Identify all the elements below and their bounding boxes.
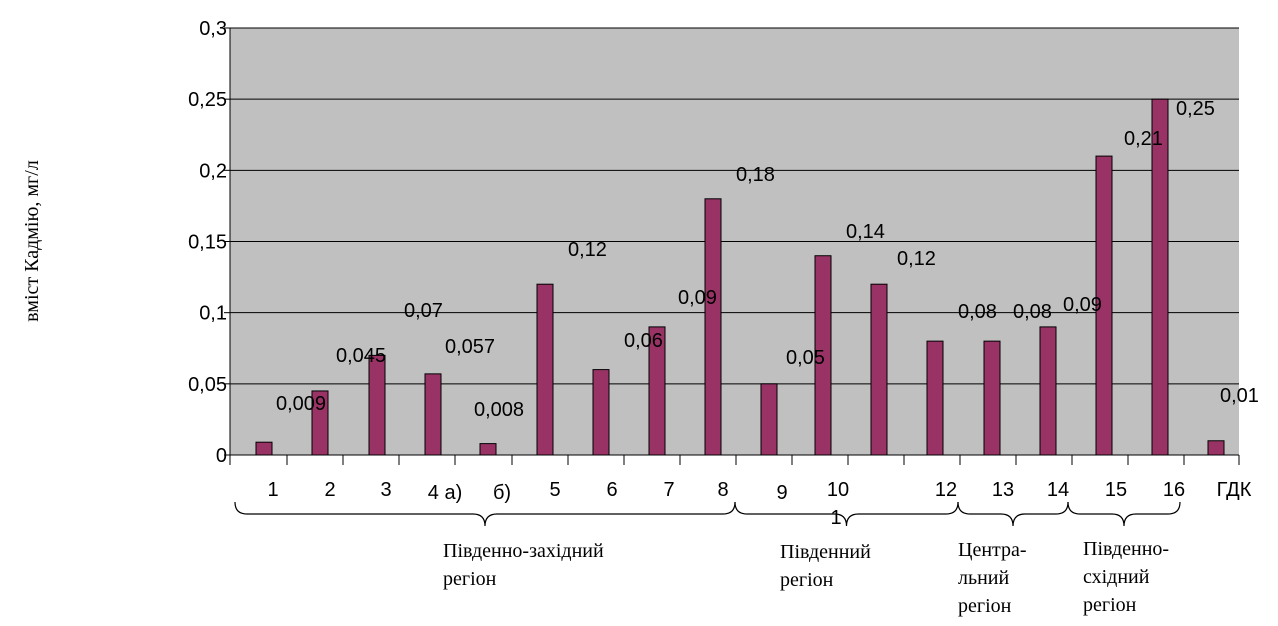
data-label: 0,07 bbox=[404, 300, 443, 322]
x-tick-label: 6 bbox=[606, 479, 617, 501]
x-tick-label: 3 bbox=[380, 479, 391, 501]
y-tick-label: 0,15 bbox=[188, 232, 227, 254]
region-label: східний bbox=[1083, 566, 1150, 588]
region-label: регіон bbox=[780, 569, 834, 591]
data-label: 0,01 bbox=[1220, 385, 1259, 407]
data-label: 0,045 bbox=[336, 345, 386, 367]
y-tick-label: 0,05 bbox=[188, 374, 227, 396]
bar bbox=[368, 354, 386, 456]
bar bbox=[1039, 326, 1057, 456]
x-tick-label: 10 bbox=[827, 479, 849, 501]
x-tick-label: 4 а) bbox=[428, 482, 462, 504]
data-label: 0,05 bbox=[786, 347, 825, 369]
x-tick-label: 16 bbox=[1163, 479, 1185, 501]
bar bbox=[760, 383, 778, 456]
x-tick-label: 5 bbox=[549, 479, 560, 501]
x-tick-label: 7 bbox=[663, 479, 674, 501]
region-label: Південно-західний bbox=[443, 540, 604, 562]
data-label: 0,21 bbox=[1124, 128, 1163, 150]
data-label: 0,18 bbox=[736, 164, 775, 186]
bar bbox=[255, 441, 273, 456]
group-brace bbox=[957, 501, 1069, 527]
x-tick-label: б) bbox=[493, 482, 511, 504]
x-tick-label: 13 bbox=[992, 479, 1014, 501]
data-label: 0,08 bbox=[958, 301, 997, 323]
x-tick-label: 1 bbox=[267, 479, 278, 501]
group-brace bbox=[1067, 501, 1181, 527]
x-tick-label: 12 bbox=[935, 479, 957, 501]
x-tick-label: 9 bbox=[776, 482, 787, 504]
y-tick-label: 0,2 bbox=[199, 160, 227, 182]
y-tick-label: 0,1 bbox=[199, 303, 227, 325]
bar bbox=[1151, 98, 1169, 456]
data-label: 0,09 bbox=[1063, 294, 1102, 316]
y-tick-label: 0 bbox=[216, 445, 227, 467]
bar bbox=[704, 198, 722, 456]
data-label: 0,06 bbox=[624, 330, 663, 352]
region-label: Південний bbox=[780, 541, 871, 563]
region-label: регіон bbox=[1083, 594, 1137, 616]
data-label: 0,008 bbox=[474, 399, 524, 421]
bar bbox=[424, 373, 442, 456]
data-label: 0,09 bbox=[678, 287, 717, 309]
data-label: 0,009 bbox=[276, 393, 326, 415]
region-label: регіон bbox=[443, 568, 497, 590]
bar bbox=[536, 283, 554, 456]
data-label: 0,12 bbox=[568, 239, 607, 261]
x-tick-label: 8 bbox=[717, 479, 728, 501]
region-label: Центра- bbox=[958, 539, 1027, 561]
data-label: 0,057 bbox=[445, 336, 495, 358]
bar bbox=[479, 443, 497, 456]
data-label: 0,25 bbox=[1176, 98, 1215, 120]
bar bbox=[870, 283, 888, 456]
y-tick-label: 0,25 bbox=[188, 89, 227, 111]
data-label: 0,12 bbox=[897, 248, 936, 270]
data-label: 0,14 bbox=[846, 221, 885, 243]
y-axis-label: вміст Кадмію, мг/л bbox=[21, 160, 43, 322]
group-brace bbox=[734, 501, 959, 527]
region-label: Південно- bbox=[1083, 538, 1169, 560]
bar bbox=[926, 340, 944, 456]
x-tick-label: 15 bbox=[1105, 479, 1127, 501]
y-tick-label: 0,3 bbox=[199, 18, 227, 40]
x-tick-label: 2 bbox=[324, 479, 335, 501]
group-brace bbox=[234, 501, 736, 527]
x-tick-label: 14 bbox=[1047, 479, 1069, 501]
bar bbox=[983, 340, 1001, 456]
region-label: регіон bbox=[958, 595, 1012, 617]
bar bbox=[592, 369, 610, 456]
bar bbox=[1207, 440, 1225, 456]
x-tick-label: ГДК bbox=[1217, 479, 1252, 501]
x-tick-label: 1 bbox=[830, 507, 841, 529]
data-label: 0,08 bbox=[1013, 301, 1052, 323]
region-label: льний bbox=[958, 567, 1010, 589]
